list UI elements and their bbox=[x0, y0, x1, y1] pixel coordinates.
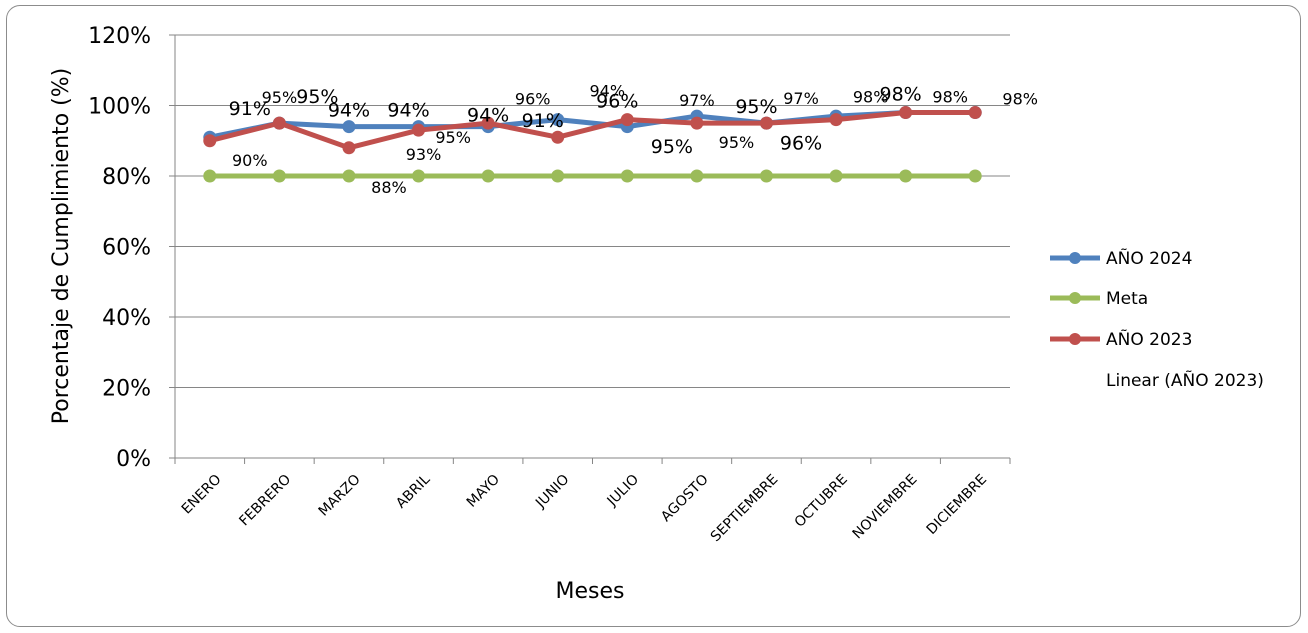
y-tick-label: 60% bbox=[102, 236, 151, 261]
x-axis-title: Meses bbox=[556, 579, 625, 604]
data-label-2024: 94% bbox=[387, 100, 429, 122]
data-label-2023: 96% bbox=[780, 133, 822, 155]
data-point-s2-3 bbox=[412, 123, 426, 137]
data-point-s2-0 bbox=[203, 134, 217, 148]
data-label-2024: 97% bbox=[783, 89, 819, 108]
x-tick-label: MARZO bbox=[316, 472, 364, 520]
data-point-s1-1 bbox=[272, 169, 286, 183]
series-line-2 bbox=[209, 110, 976, 151]
y-tick-label: 40% bbox=[102, 306, 151, 331]
x-tick-label: JULIO bbox=[604, 472, 642, 510]
data-label-2024: 95% bbox=[735, 96, 777, 118]
data-label-2024: 94% bbox=[328, 100, 370, 122]
data-point-s1-2 bbox=[342, 169, 356, 183]
data-point-s1-7 bbox=[690, 169, 704, 183]
x-tick-label: SEPTIEMBRE bbox=[708, 472, 782, 546]
data-point-s2-6 bbox=[620, 113, 634, 127]
data-label-2024: 95% bbox=[262, 88, 298, 107]
data-point-s2-7 bbox=[690, 116, 704, 130]
data-point-s2-8 bbox=[759, 116, 773, 130]
data-point-s1-3 bbox=[412, 169, 426, 183]
data-label-2023: 88% bbox=[371, 178, 407, 197]
x-tick-label: ABRIL bbox=[393, 471, 433, 511]
data-label-2024: 98% bbox=[853, 88, 889, 107]
series-line-0 bbox=[209, 110, 976, 140]
legend-marker-1 bbox=[1069, 292, 1081, 304]
legend-label: Meta bbox=[1106, 289, 1148, 309]
legend-marker-0 bbox=[1069, 252, 1081, 264]
y-tick-label: 20% bbox=[102, 377, 151, 402]
data-label-2024: 96% bbox=[515, 90, 551, 109]
data-point-s2-1 bbox=[272, 116, 286, 130]
data-label-2024: 91% bbox=[229, 98, 271, 120]
data-label-2023: 98% bbox=[880, 84, 922, 106]
legend-marker-2 bbox=[1069, 333, 1081, 345]
x-tick-label: NOVIEMBRE bbox=[850, 472, 921, 543]
data-point-s0-2 bbox=[342, 120, 356, 134]
legend-label-trendline: Linear (AÑO 2023) bbox=[1106, 369, 1264, 391]
data-point-s0-5 bbox=[551, 113, 565, 127]
data-point-s1-6 bbox=[620, 169, 634, 183]
y-tick-label: 100% bbox=[88, 95, 151, 120]
data-point-s2-9 bbox=[829, 113, 843, 127]
x-tick-label: FEBRERO bbox=[236, 472, 294, 530]
x-tick-label: MAYO bbox=[464, 472, 503, 511]
data-label-2023: 95% bbox=[651, 136, 693, 158]
data-point-s1-0 bbox=[203, 169, 217, 183]
data-point-s1-4 bbox=[481, 169, 495, 183]
data-label-2023: 90% bbox=[232, 151, 268, 170]
legend-label: AÑO 2023 bbox=[1106, 328, 1192, 350]
data-label-2023: 95% bbox=[435, 128, 471, 147]
data-point-s2-10 bbox=[899, 106, 913, 120]
y-tick-label: 120% bbox=[88, 24, 151, 49]
data-point-s2-4 bbox=[481, 116, 495, 130]
data-label-2023: 95% bbox=[296, 86, 338, 108]
data-label-2023: 91% bbox=[522, 110, 564, 132]
data-point-s2-2 bbox=[342, 141, 356, 155]
data-label-2024: 98% bbox=[1002, 90, 1038, 109]
data-point-s1-9 bbox=[829, 169, 843, 183]
x-tick-label: OCTUBRE bbox=[792, 472, 851, 531]
legend-label: AÑO 2024 bbox=[1106, 247, 1192, 269]
y-tick-label: 0% bbox=[116, 447, 151, 472]
data-label-2023: 95% bbox=[719, 133, 755, 152]
data-point-s1-11 bbox=[968, 169, 982, 183]
data-point-s2-11 bbox=[968, 106, 982, 120]
data-label-2023: 93% bbox=[406, 145, 442, 164]
x-tick-label: ENERO bbox=[179, 472, 225, 518]
data-label-2023: 96% bbox=[596, 91, 638, 113]
data-point-s1-10 bbox=[899, 169, 913, 183]
chart-frame bbox=[6, 5, 1301, 627]
y-axis-title: Porcentaje de Cumplimiento (%) bbox=[49, 68, 74, 424]
data-point-s1-8 bbox=[759, 169, 773, 183]
data-point-s1-5 bbox=[551, 169, 565, 183]
data-label-2024: 97% bbox=[679, 91, 715, 110]
y-tick-label: 80% bbox=[102, 165, 151, 190]
x-tick-label: JUNIO bbox=[532, 472, 572, 512]
data-label-2023: 98% bbox=[932, 88, 968, 107]
x-tick-label: AGOSTO bbox=[658, 472, 712, 526]
data-label-2024: 94% bbox=[590, 82, 626, 101]
data-point-s2-5 bbox=[551, 130, 565, 144]
x-tick-label: DICIEMBRE bbox=[924, 472, 990, 538]
data-label-2024: 94% bbox=[467, 105, 509, 127]
